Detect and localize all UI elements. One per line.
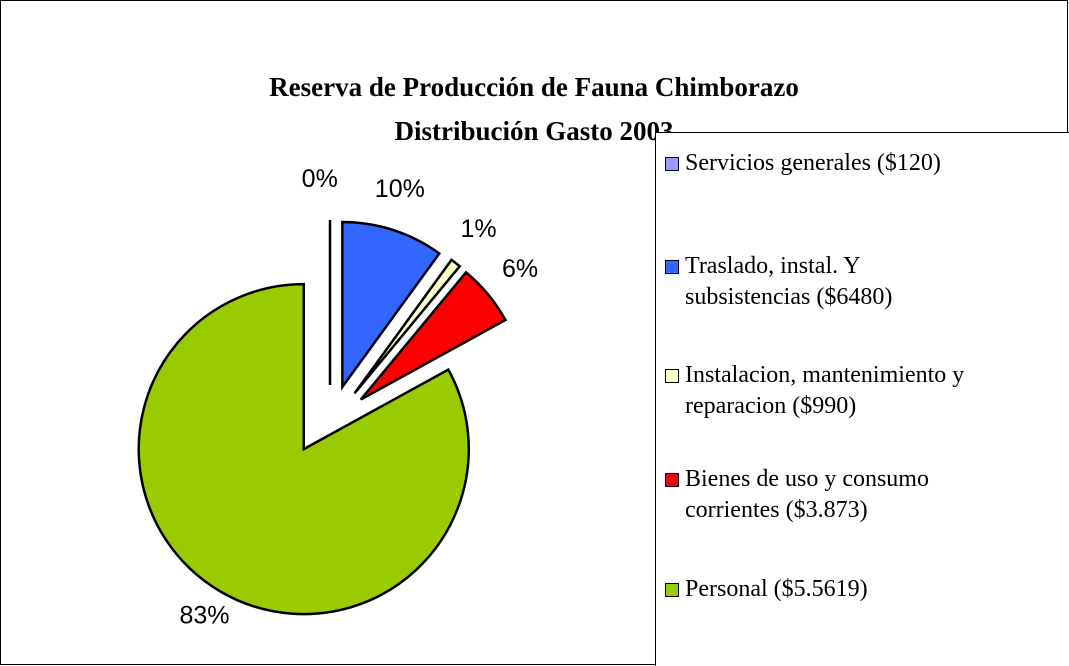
- data-label: 1%: [460, 215, 496, 243]
- pie-slice: [353, 258, 462, 395]
- legend-swatch: [665, 583, 679, 597]
- legend: Servicios generales ($120) Traslado, inst…: [657, 134, 1067, 664]
- data-label: 6%: [502, 255, 538, 283]
- pie-slice: [359, 270, 508, 401]
- chart-subtitle: Distribución Gasto 2003: [394, 116, 673, 146]
- legend-label: Personal ($5.5619): [685, 576, 868, 602]
- legend-label: Instalacion, mantenimiento y reparacion …: [685, 362, 965, 419]
- legend-label: Traslado, instal. Y subsistencias ($6480…: [685, 253, 893, 310]
- data-label: 10%: [375, 175, 425, 203]
- legend-swatch: [665, 369, 679, 383]
- legend-swatch: [665, 473, 679, 487]
- pie-slice: [341, 220, 442, 391]
- legend-box: [655, 132, 1069, 666]
- legend-label: Bienes de uso y consumo corrientes ($3.8…: [685, 466, 929, 523]
- legend-swatch: [665, 157, 679, 171]
- data-label: 83%: [179, 602, 229, 630]
- legend-swatch: [665, 260, 679, 274]
- chart-title: Reserva de Producción de Fauna Chimboraz…: [269, 72, 799, 102]
- legend-label: Servicios generales ($120): [685, 150, 941, 176]
- pie-slice: [137, 282, 470, 616]
- data-label: 0%: [302, 165, 338, 193]
